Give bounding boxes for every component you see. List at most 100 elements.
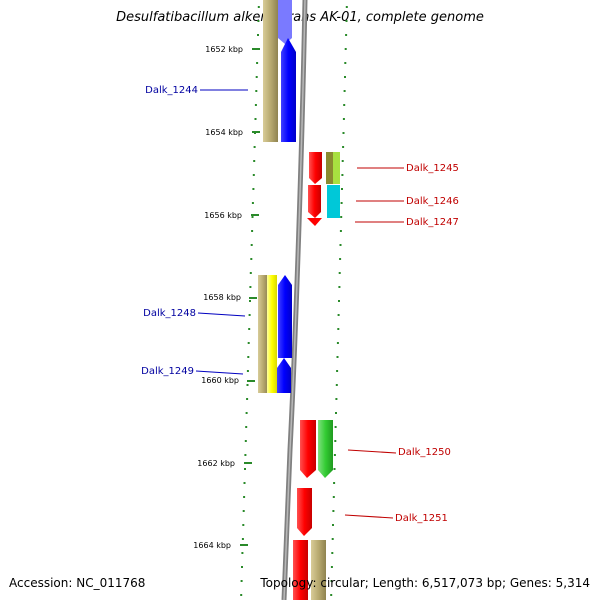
tick-mark	[240, 580, 243, 582]
tick-mark	[339, 244, 342, 246]
gene-label-text: Dalk_1245	[406, 163, 459, 174]
gene-dalk_1251-red[interactable]	[297, 488, 312, 536]
gene-dalk_1248-tan[interactable]	[258, 275, 268, 393]
tick-mark	[335, 398, 338, 400]
label-dalk_1250[interactable]: Dalk_1250	[347, 447, 451, 458]
tick-mark	[338, 286, 341, 288]
gene-dalk_1246-red[interactable]	[308, 185, 321, 218]
left-tick-track	[240, 6, 260, 596]
tick-mark	[253, 160, 256, 162]
tick-mark	[343, 90, 346, 92]
tick-mark	[243, 482, 246, 484]
gene-top-partial-blue[interactable]	[278, 0, 292, 44]
gene-label-text: Dalk_1250	[398, 447, 451, 458]
tick-mark	[337, 314, 340, 316]
tick-mark	[241, 538, 244, 540]
label-dalk_1247[interactable]: Dalk_1247	[355, 217, 459, 228]
tick-mark	[252, 174, 255, 176]
gene-dalk_1247-red[interactable]	[307, 218, 322, 226]
tick-mark	[247, 342, 250, 344]
tick-mark	[332, 510, 335, 512]
gene-label-text: Dalk_1247	[406, 217, 459, 228]
label-dalk_1245[interactable]: Dalk_1245	[357, 163, 459, 174]
tick-mark	[255, 90, 258, 92]
tick-mark	[249, 272, 252, 274]
gene-dalk_1248-blue[interactable]	[278, 275, 292, 358]
tick-mark	[251, 230, 254, 232]
label-dalk_1249[interactable]: Dalk_1249	[141, 366, 244, 377]
tick-mark	[252, 188, 255, 190]
tick-mark	[242, 524, 245, 526]
tick-mark	[338, 300, 340, 302]
tick-mark	[344, 62, 347, 64]
gene-dalk_1246-cyan[interactable]	[327, 185, 340, 218]
label-dalk_1251[interactable]: Dalk_1251	[344, 513, 448, 524]
ruler-1654: 1654 kbp	[205, 128, 260, 137]
tick-mark	[339, 230, 342, 232]
tick-mark	[257, 6, 260, 8]
kbp-label: 1652 kbp	[205, 45, 243, 54]
tick-mark	[345, 6, 348, 8]
tick-mark	[343, 104, 346, 106]
tick-mark	[341, 188, 343, 190]
gene-dalk_1250-red[interactable]	[300, 420, 316, 478]
kbp-label: 1658 kbp	[203, 293, 241, 302]
tick-mark	[331, 552, 334, 554]
tick-mark	[345, 34, 348, 36]
tick-mark	[244, 440, 247, 442]
tick-mark	[251, 216, 254, 218]
tick-mark	[341, 174, 344, 176]
tick-mark	[330, 566, 333, 568]
tick-mark	[340, 202, 343, 204]
ruler-1660: 1660 kbp	[201, 376, 255, 385]
tick-mark	[242, 510, 245, 512]
gene-label-text: Dalk_1246	[406, 196, 459, 207]
gene-bottom-tan[interactable]	[311, 540, 326, 600]
gene-dalk_1248-yellow[interactable]	[267, 275, 277, 393]
tick-mark	[332, 524, 334, 526]
tick-mark	[241, 552, 244, 554]
tick-mark	[249, 286, 252, 288]
tick-mark	[334, 426, 337, 428]
tick-mark	[246, 398, 249, 400]
gene-bottom-red[interactable]	[293, 540, 308, 600]
right-tick-track	[330, 6, 348, 596]
tick-mark	[240, 594, 243, 596]
label-dalk_1246[interactable]: Dalk_1246	[356, 196, 459, 207]
tick-mark	[336, 342, 339, 344]
genome-title: Desulfatibacillum alkenivorans AK-01, co…	[116, 10, 484, 25]
ruler-1652: 1652 kbp	[205, 45, 260, 54]
tick-mark	[342, 146, 345, 148]
tick-mark	[344, 76, 346, 78]
ruler-1662: 1662 kbp	[197, 459, 252, 468]
gene-dalk_1245-olive[interactable]	[326, 152, 340, 184]
label-dalk_1244[interactable]: Dalk_1244	[145, 85, 248, 96]
tick-mark	[336, 370, 339, 372]
label-dalk_1248[interactable]: Dalk_1248	[143, 308, 246, 319]
gene-dalk_1250-green[interactable]	[318, 420, 333, 478]
tick-mark	[255, 76, 258, 78]
gene-dalk_1244-tan[interactable]	[263, 0, 278, 142]
tick-mark	[246, 370, 249, 372]
tick-mark	[257, 20, 260, 22]
tick-mark	[341, 160, 344, 162]
kbp-label: 1656 kbp	[204, 211, 242, 220]
gene-dalk_1245-red[interactable]	[309, 152, 322, 184]
tick-mark	[335, 384, 338, 386]
kbp-label: 1662 kbp	[197, 459, 235, 468]
tick-mark	[340, 216, 343, 218]
tick-mark	[332, 496, 335, 498]
gene-label-text: Dalk_1244	[145, 85, 198, 96]
gene-dalk_1249-blue[interactable]	[277, 358, 291, 393]
kbp-label: 1654 kbp	[205, 128, 243, 137]
tick-mark	[248, 328, 251, 330]
tick-mark	[248, 314, 251, 316]
gene-dalk_1244-blue[interactable]	[281, 38, 296, 142]
tick-mark	[249, 300, 251, 302]
tick-mark	[244, 468, 246, 470]
tick-mark	[333, 468, 336, 470]
gene-label-text: Dalk_1248	[143, 308, 196, 319]
tick-mark	[243, 496, 246, 498]
tick-mark	[336, 356, 339, 358]
